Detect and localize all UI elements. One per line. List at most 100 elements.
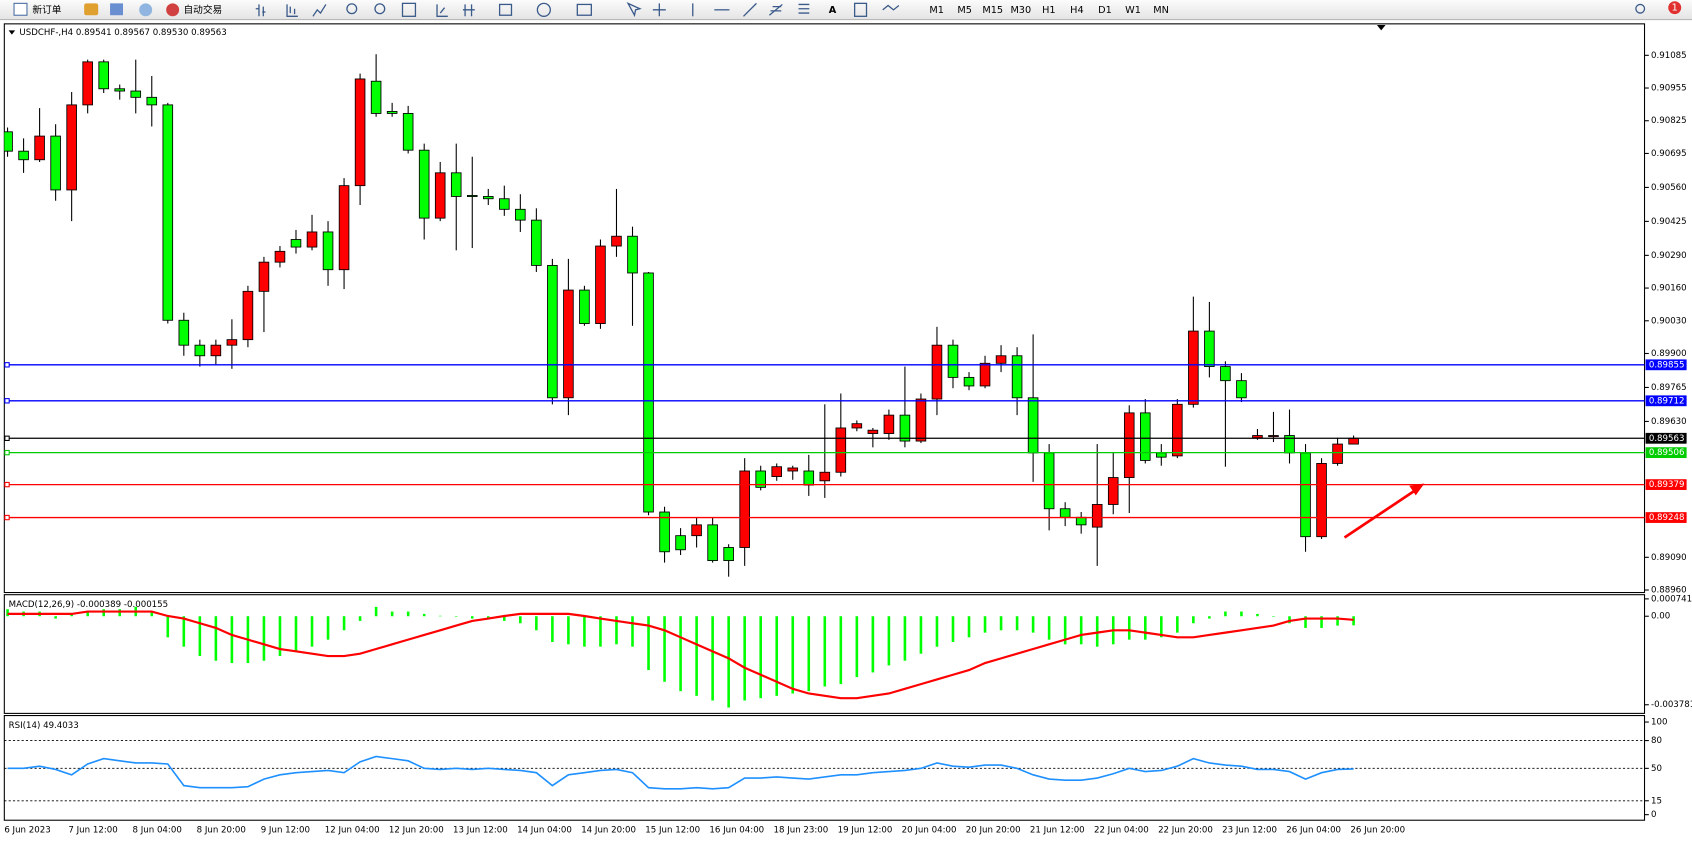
icon[interactable]: [110, 3, 124, 16]
rsi-line: [7, 755, 1354, 790]
icon[interactable]: [882, 4, 900, 11]
icon[interactable]: [743, 2, 757, 17]
level-label-box: [1645, 359, 1687, 371]
macd-bar: [503, 616, 506, 621]
x-tick-label: 8 Jun 20:00: [197, 825, 246, 835]
symbol-menu-arrow[interactable]: [8, 30, 16, 35]
candle-body: [531, 219, 542, 266]
icon[interactable]: [436, 4, 448, 17]
candle-body: [1220, 366, 1231, 382]
button-label: 自动交易: [183, 3, 222, 16]
candle-body: [1059, 508, 1071, 518]
candle-body: [210, 344, 222, 357]
y-tick-label: 0.90160: [1651, 284, 1687, 294]
y-tick-label: 0.89630: [1651, 417, 1687, 427]
timeframe-button[interactable]: M15: [982, 5, 1003, 16]
macd-bar: [150, 611, 154, 617]
y-tick-label: 0.00: [1651, 612, 1670, 622]
candle-body: [659, 511, 670, 553]
macd-bar: [70, 613, 73, 617]
macd-bar: [599, 616, 602, 647]
icon[interactable]: [286, 4, 298, 17]
timeframe-button[interactable]: H1: [1042, 5, 1055, 16]
timeframe-button[interactable]: W1: [1125, 5, 1141, 16]
icon[interactable]: [626, 1, 642, 18]
candle-body: [1011, 355, 1023, 399]
icon[interactable]: [1635, 3, 1646, 14]
macd-bar: [230, 616, 234, 664]
y-tick-label: -0.003781: [1651, 700, 1692, 710]
new-order-button[interactable]: 新订单: [13, 2, 62, 16]
macd-bar: [583, 616, 586, 647]
y-tick-label: 50: [1651, 764, 1662, 774]
candle-body: [563, 289, 574, 399]
x-tick-label: 21 Jun 12:00: [1030, 825, 1085, 835]
level-label: 0.89712: [1649, 396, 1685, 406]
x-tick-label: 22 Jun 20:00: [1158, 825, 1213, 835]
icon[interactable]: [462, 4, 475, 17]
level-label-box: [1645, 447, 1687, 459]
notification-badge[interactable]: [1668, 1, 1682, 15]
timeframe-button[interactable]: M30: [1010, 5, 1031, 16]
macd-bar: [1304, 616, 1307, 628]
auto-trading-button[interactable]: 自动交易: [166, 3, 222, 17]
icon[interactable]: [139, 3, 153, 17]
icon[interactable]: [312, 4, 327, 17]
icon[interactable]: [853, 2, 868, 17]
candle-body: [1316, 463, 1327, 538]
candle-body: [130, 90, 142, 98]
signal-line: [7, 610, 1354, 700]
level-handle: [4, 514, 10, 521]
icon[interactable]: [84, 3, 99, 16]
timeframe-button[interactable]: H4: [1070, 5, 1083, 16]
candle-body: [386, 110, 398, 114]
macd-bar: [615, 616, 618, 645]
x-tick-label: 12 Jun 04:00: [325, 825, 380, 835]
icon[interactable]: [374, 3, 386, 15]
icon[interactable]: [652, 3, 666, 17]
macd-bar: [999, 616, 1003, 631]
candle-body: [1252, 435, 1263, 439]
icon[interactable]: [255, 4, 266, 17]
macd-bar: [823, 616, 827, 687]
x-tick-label: 23 Jun 12:00: [1222, 825, 1277, 835]
candle-body: [50, 135, 61, 191]
candle-body: [4, 131, 13, 152]
x-tick-label: 14 Jun 04:00: [517, 825, 572, 835]
y-tick-label: 15: [1651, 796, 1662, 806]
icon[interactable]: [576, 3, 592, 16]
candle-body: [611, 235, 622, 247]
icon[interactable]: [401, 2, 417, 17]
x-tick-label: 22 Jun 04:00: [1094, 825, 1149, 835]
candle-body: [499, 198, 510, 210]
candle-body: [1139, 412, 1151, 461]
candle-body: [979, 362, 991, 387]
icon[interactable]: [798, 3, 810, 14]
text-tool[interactable]: A: [829, 5, 837, 16]
icon[interactable]: [536, 2, 551, 17]
candle-body: [819, 471, 831, 482]
y-tick-label: 0.000741: [1651, 594, 1692, 604]
candle-body: [867, 429, 879, 434]
timeframe-button[interactable]: M1: [929, 5, 944, 16]
timeframe-button[interactable]: M5: [957, 5, 972, 16]
macd-bar: [1336, 616, 1339, 626]
timeframe-button[interactable]: D1: [1098, 5, 1112, 16]
timeframe-bar: M1 M5 M15 M30 H1 H4 D1 W1 MN: [929, 5, 1169, 16]
macd-bar: [935, 616, 939, 647]
x-tick-label: 26 Jun 04:00: [1286, 825, 1341, 835]
icon[interactable]: [346, 3, 358, 15]
y-tick-label: 0.88960: [1651, 586, 1687, 596]
candle-body: [114, 88, 126, 92]
line-chart: 100 80 50 15 0: [4, 718, 1667, 820]
arrow-head: [1409, 483, 1425, 496]
icon[interactable]: [768, 3, 783, 16]
candle-body: [322, 231, 334, 271]
timeframe-button[interactable]: MN: [1153, 5, 1169, 16]
macd-bar: [1192, 616, 1195, 624]
macd-bar: [54, 616, 57, 619]
x-tick-label: 6 Jun 2023: [4, 825, 50, 835]
macd-bar: [1224, 611, 1227, 617]
icon[interactable]: [498, 3, 513, 16]
x-tick-label: 16 Jun 04:00: [709, 825, 764, 835]
